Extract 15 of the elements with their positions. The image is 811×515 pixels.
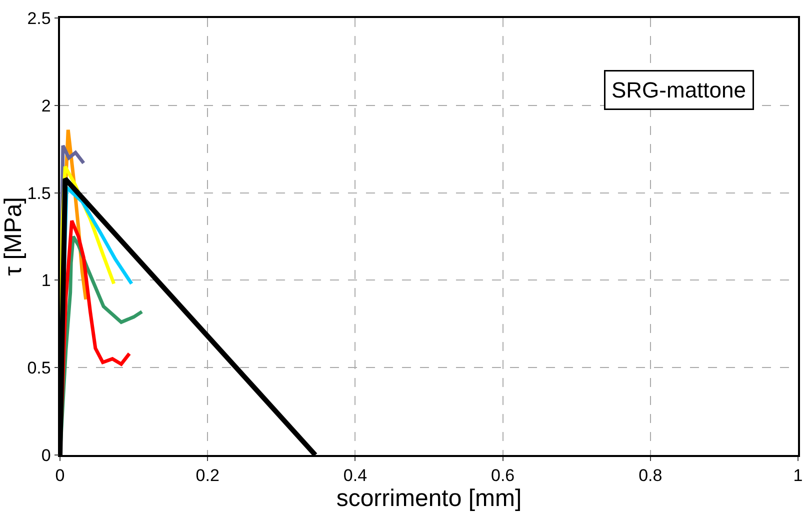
y-tick-label: 0 <box>41 446 51 465</box>
x-tick-label: 0 <box>55 466 65 486</box>
y-tick-label: 1.5 <box>27 184 51 203</box>
y-tick-label: 2 <box>41 96 51 116</box>
x-tick-label: 1 <box>793 466 803 486</box>
x-tick-label: 0.8 <box>638 466 662 486</box>
x-tick-label: 0.4 <box>343 466 368 486</box>
x-tick-label: 0.6 <box>490 466 515 486</box>
y-tick-label: 1 <box>41 271 51 290</box>
annotation: SRG-mattone <box>612 78 746 102</box>
x-tick-label: 0.2 <box>196 466 220 486</box>
y-tick-label: 0.5 <box>27 358 51 378</box>
x-axis-title: scorrimento [mm] <box>336 485 522 512</box>
y-tick-label: 2.5 <box>27 8 51 28</box>
y-axis-title: τ [MPa] <box>0 197 27 276</box>
